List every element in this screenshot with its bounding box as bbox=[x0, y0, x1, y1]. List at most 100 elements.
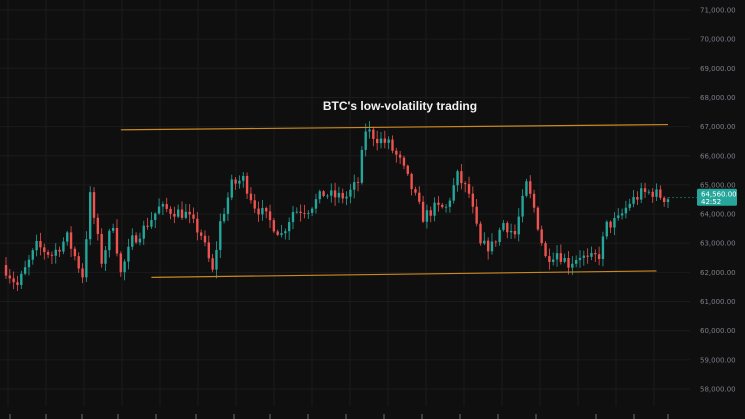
y-tick-label: 65,000.00 bbox=[700, 181, 736, 189]
candle-body bbox=[62, 241, 65, 252]
candle-body bbox=[651, 191, 654, 197]
candle-body bbox=[479, 223, 482, 244]
candle-body bbox=[502, 223, 505, 230]
candle-body bbox=[12, 278, 15, 283]
candle-body bbox=[322, 191, 325, 196]
candle-body bbox=[73, 248, 77, 257]
candle-body bbox=[134, 235, 138, 243]
candle-body bbox=[383, 138, 387, 143]
candle-body bbox=[517, 216, 520, 235]
candle-body bbox=[613, 218, 616, 228]
y-tick-label: 60,000.00 bbox=[700, 327, 736, 335]
candle-body bbox=[563, 258, 566, 262]
candle-body bbox=[571, 263, 574, 268]
candle-body bbox=[349, 189, 352, 197]
candle-body bbox=[66, 232, 69, 242]
candle-body bbox=[425, 210, 429, 222]
candle-body bbox=[464, 183, 467, 185]
candle-body bbox=[226, 197, 230, 214]
candle-body bbox=[268, 211, 272, 221]
candle-body bbox=[230, 179, 233, 198]
candle-body bbox=[578, 257, 582, 261]
candle-body bbox=[498, 229, 501, 243]
candle-body bbox=[406, 165, 409, 174]
candle-body bbox=[555, 253, 559, 260]
candle-body bbox=[46, 252, 50, 255]
candle-body bbox=[662, 197, 666, 202]
candle-body bbox=[525, 181, 528, 196]
candle-body bbox=[421, 201, 425, 222]
candle-body bbox=[165, 204, 168, 209]
candle-body bbox=[39, 240, 42, 248]
candle-body bbox=[154, 213, 157, 220]
candle-body bbox=[27, 259, 31, 268]
grid bbox=[0, 0, 690, 406]
candle-body bbox=[456, 171, 459, 186]
candle-body bbox=[203, 235, 207, 243]
candle-body bbox=[490, 241, 494, 252]
candle-body bbox=[643, 188, 647, 192]
candle-body bbox=[314, 199, 318, 209]
candle-body bbox=[16, 282, 19, 285]
y-tick-label: 70,000.00 bbox=[700, 36, 736, 44]
y-tick-label: 62,000.00 bbox=[700, 269, 736, 277]
candle-body bbox=[632, 197, 635, 204]
y-tick-label: 68,000.00 bbox=[700, 94, 736, 102]
candle-body bbox=[207, 242, 210, 259]
candle-body bbox=[460, 171, 463, 184]
candle-body bbox=[402, 157, 406, 166]
candle-body bbox=[452, 185, 455, 201]
candle-body bbox=[85, 239, 88, 278]
candle-body bbox=[115, 227, 119, 254]
candle-body bbox=[441, 204, 444, 208]
candle-body bbox=[494, 241, 497, 243]
candle-body bbox=[142, 225, 145, 239]
candle-body bbox=[375, 138, 379, 144]
candle-body bbox=[173, 213, 176, 217]
candle-body bbox=[88, 192, 92, 240]
candle-body bbox=[131, 235, 134, 247]
candle-body bbox=[265, 208, 268, 212]
candle-body bbox=[222, 213, 226, 222]
candle-body bbox=[513, 230, 517, 235]
candle-body bbox=[360, 149, 364, 183]
y-tick-label: 59,000.00 bbox=[700, 356, 736, 364]
candle-body bbox=[666, 199, 670, 202]
candle-body bbox=[640, 188, 643, 200]
candle-body bbox=[624, 207, 628, 214]
candle-body bbox=[437, 202, 440, 205]
candle-body bbox=[586, 255, 589, 257]
candle-body bbox=[414, 189, 417, 193]
candle-body bbox=[341, 192, 344, 199]
y-axis[interactable]: 58,000.00 59,000.00 60,000.00 61,000.00 62,0… bbox=[700, 7, 736, 394]
candles bbox=[4, 121, 670, 291]
candle-body bbox=[601, 236, 605, 260]
candle-body bbox=[261, 208, 264, 215]
candle-body bbox=[444, 206, 448, 208]
y-tick-label: 69,000.00 bbox=[700, 65, 736, 73]
trendlines bbox=[120, 123, 669, 278]
candle-body bbox=[398, 154, 402, 158]
candle-body bbox=[108, 230, 111, 251]
candle-body bbox=[567, 258, 570, 268]
current-price-badge bbox=[697, 188, 737, 206]
candle-body bbox=[326, 195, 329, 197]
candle-body bbox=[647, 191, 651, 193]
candle-body bbox=[318, 191, 321, 200]
candle-body bbox=[211, 258, 214, 270]
candle-body bbox=[180, 209, 184, 218]
candle-body bbox=[192, 214, 195, 219]
candle-body bbox=[169, 208, 172, 214]
candle-body bbox=[8, 275, 12, 279]
candle-body bbox=[184, 211, 188, 218]
candle-body bbox=[249, 193, 253, 201]
y-tick-label: 64,000.00 bbox=[700, 211, 736, 219]
candle-body bbox=[410, 173, 413, 190]
candle-body bbox=[659, 189, 662, 198]
candle-body bbox=[35, 240, 38, 251]
candle-body bbox=[529, 181, 532, 194]
candle-body bbox=[4, 265, 8, 276]
